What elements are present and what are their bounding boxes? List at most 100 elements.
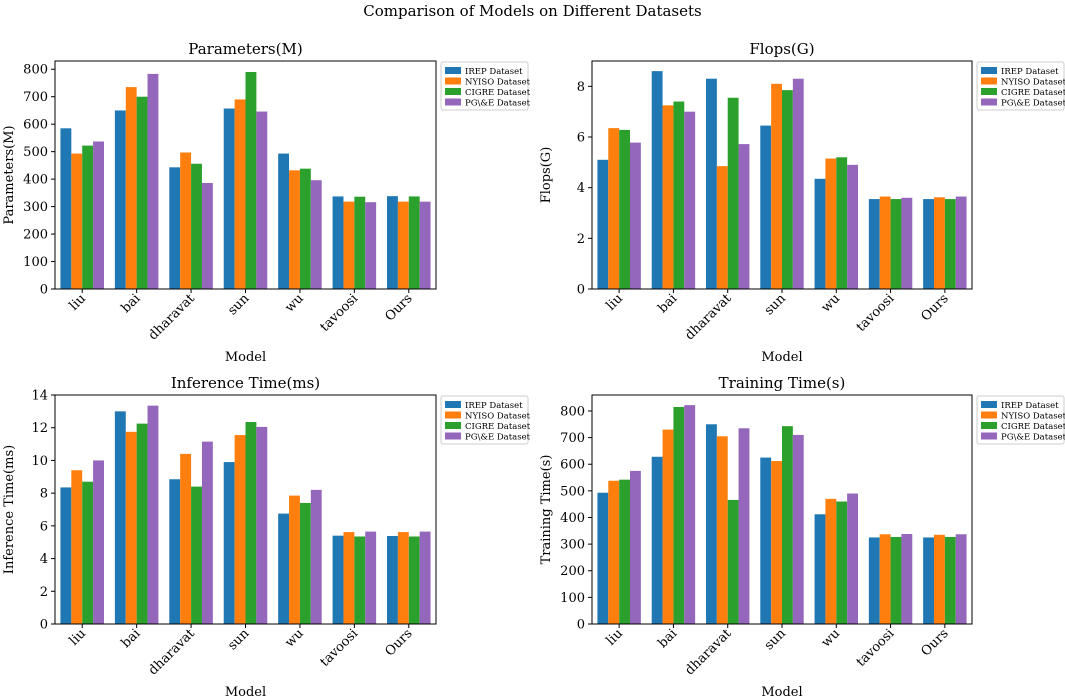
bar-tavoosi-irep xyxy=(332,196,344,289)
bar-wu-nyiso xyxy=(289,170,300,289)
x-axis-label: Model xyxy=(761,350,802,365)
y-tick-label: 300 xyxy=(23,200,48,215)
y-tick-label: 4 xyxy=(577,181,585,196)
y-tick-label: 10 xyxy=(31,454,48,469)
bar-wu-cigre xyxy=(836,501,848,624)
chart-inference-time: Inference Time(ms) 0 2 4 6 8 10 12 14 liu bai dhara… xyxy=(2,374,531,698)
legend-label: CIGRE Dataset xyxy=(1001,88,1065,98)
bar-liu-irep xyxy=(60,487,72,624)
bar-wu-cigre xyxy=(299,168,311,289)
x-axis-label: Model xyxy=(225,350,266,365)
legend-swatch xyxy=(981,77,997,85)
bar-sun-pge xyxy=(792,78,804,289)
chart-flops: Flops(G) 0 2 4 6 8 liu bai dharavat sun wu tavoosi O… xyxy=(539,40,1065,365)
bar-tavoosi-nyiso xyxy=(879,196,891,289)
bar-dharavat-irep xyxy=(169,167,181,289)
bar-liu-irep xyxy=(60,128,72,289)
x-tick-label: wu xyxy=(819,626,843,650)
x-tick-label: dharavat xyxy=(146,291,199,344)
bar-bai-pge xyxy=(147,73,159,289)
y-axis-label: Inference Time(ms) xyxy=(2,445,17,574)
legend-box xyxy=(440,61,529,111)
y-tick-label: 2 xyxy=(40,585,48,600)
legend-swatch xyxy=(445,67,461,74)
bar-bai-irep xyxy=(114,411,126,624)
bar-dharavat-pge xyxy=(738,428,750,624)
legend-swatch xyxy=(981,67,997,74)
bar-wu-irep xyxy=(278,513,290,624)
bar-tavoosi-cigre xyxy=(890,199,902,289)
bar-bai-cigre xyxy=(136,423,148,624)
y-tick-label: 300 xyxy=(560,538,585,553)
bar-wu-nyiso xyxy=(289,495,300,624)
y-tick-label: 700 xyxy=(23,90,48,105)
y-tick-label: 600 xyxy=(23,118,48,133)
bar-wu-cigre xyxy=(836,157,848,289)
x-tick-label: tavoosi xyxy=(854,291,898,335)
y-tick-label: 200 xyxy=(23,228,48,243)
bar-dharavat-cigre xyxy=(727,97,739,289)
chart-title: Training Time(s) xyxy=(719,374,846,392)
bar-sun-pge xyxy=(792,434,804,624)
x-tick-label: dharavat xyxy=(682,291,735,344)
bar-tavoosi-irep xyxy=(868,537,880,624)
bar-liu-pge xyxy=(630,142,641,289)
bar-liu-nyiso xyxy=(608,128,620,289)
legend-box xyxy=(976,395,1065,445)
x-tick-label: bai xyxy=(119,626,144,651)
bar-tavoosi-pge xyxy=(901,197,913,289)
bar-sun-nyiso xyxy=(771,83,782,289)
bar-dharavat-cigre xyxy=(727,499,739,624)
legend-label: NYISO Dataset xyxy=(1001,412,1065,422)
legend-swatch xyxy=(981,422,997,429)
x-tick-label: wu xyxy=(282,291,306,315)
bar-sun-pge xyxy=(256,426,268,624)
bar-bai-cigre xyxy=(673,101,685,290)
y-tick-label: 200 xyxy=(560,564,585,579)
legend-label: PG\&E Dataset xyxy=(465,433,531,443)
bar-liu-pge xyxy=(93,141,104,289)
y-tick-label: 8 xyxy=(40,487,48,502)
bar-ours-pge xyxy=(419,531,431,624)
x-tick-label: dharavat xyxy=(682,626,735,679)
legend-label: NYISO Dataset xyxy=(465,78,531,88)
legend-label: PG\&E Dataset xyxy=(465,99,531,109)
bar-ours-pge xyxy=(955,196,967,289)
bar-sun-cigre xyxy=(782,90,793,289)
y-tick-label: 400 xyxy=(23,173,48,188)
bar-ours-nyiso xyxy=(397,532,409,624)
bar-tavoosi-nyiso xyxy=(879,534,891,624)
bar-dharavat-pge xyxy=(201,441,213,624)
bar-tavoosi-cigre xyxy=(354,536,366,624)
bar-liu-pge xyxy=(93,460,104,624)
bar-liu-cigre xyxy=(619,479,630,624)
bar-ours-nyiso xyxy=(934,197,945,289)
y-axis-label: Training Time(s) xyxy=(539,455,554,565)
chart-title: Parameters(M) xyxy=(188,40,302,58)
bar-liu-irep xyxy=(597,492,609,624)
y-tick-label: 6 xyxy=(40,519,48,534)
y-tick-label: 500 xyxy=(560,484,585,499)
x-tick-label: bai xyxy=(655,291,680,316)
x-tick-label: liu xyxy=(604,291,626,313)
bar-ours-irep xyxy=(923,199,934,289)
y-tick-label: 12 xyxy=(31,421,48,436)
bar-bai-irep xyxy=(651,456,663,624)
bar-liu-cigre xyxy=(82,481,94,624)
bar-wu-irep xyxy=(814,178,826,289)
y-tick-label: 500 xyxy=(23,145,48,160)
legend-swatch xyxy=(445,77,461,85)
figure-title: Comparison of Models on Different Datase… xyxy=(363,2,702,20)
bar-ours-cigre xyxy=(408,536,420,624)
bar-wu-nyiso xyxy=(825,158,837,289)
legend-swatch xyxy=(445,422,461,429)
bar-dharavat-pge xyxy=(738,144,750,289)
x-tick-label: sun xyxy=(762,626,790,654)
bar-wu-nyiso xyxy=(825,498,837,624)
y-tick-label: 0 xyxy=(40,283,48,298)
x-tick-label: Ours xyxy=(382,626,415,659)
bar-dharavat-nyiso xyxy=(716,166,728,289)
legend-swatch xyxy=(981,401,997,408)
